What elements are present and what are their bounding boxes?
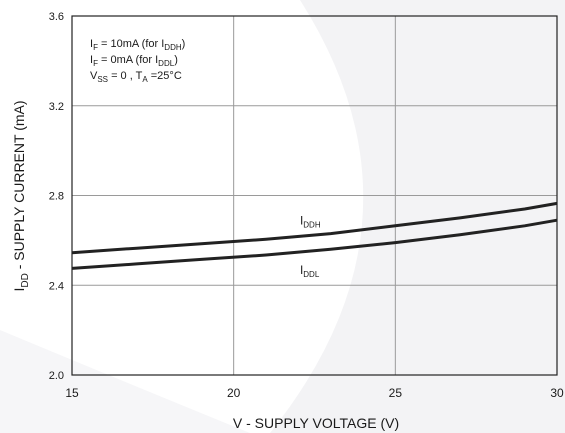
y-axis-label-rest: - SUPPLY CURRENT (mA) [11, 100, 27, 273]
series-labels: IDDH IDDL [300, 213, 321, 279]
y-tick-label: 2.0 [49, 370, 64, 382]
series-layer [71, 201, 558, 270]
y-tick-label: 3.6 [49, 11, 64, 23]
x-tick-label: 15 [65, 386, 79, 400]
x-tick-label: 25 [389, 386, 403, 400]
series-line-iddh [71, 201, 558, 255]
y-axis-label: IDD - SUPPLY CURRENT (mA) [11, 100, 31, 291]
series-label-iddh: IDDH [300, 213, 321, 229]
condition-line: IF = 0mA (for IDDL) [90, 54, 178, 68]
condition-line: IF = 10mA (for IDDH) [90, 38, 185, 52]
plot-frame [71, 15, 558, 376]
y-axis-label-main: I [11, 288, 27, 292]
y-tick-labels: 2.0 2.4 2.8 3.2 3.6 [49, 11, 64, 382]
x-tick-label: 20 [227, 386, 241, 400]
test-conditions-legend: IF = 10mA (for IDDH) IF = 0mA (for IDDL) V… [90, 38, 185, 84]
y-axis-label-sub: DD [20, 273, 31, 287]
x-tick-label: 30 [550, 386, 564, 400]
series-label-iddl: IDDL [300, 263, 320, 279]
series-line-iddl [71, 218, 558, 270]
y-tick-label: 2.4 [49, 280, 64, 292]
condition-line: VSS = 0 , TA =25°C [90, 70, 182, 84]
grid-lines [72, 16, 557, 375]
y-tick-label: 2.8 [49, 191, 64, 203]
x-tick-labels: 15 20 25 30 [65, 386, 564, 400]
x-axis-label: V - SUPPLY VOLTAGE (V) [233, 415, 399, 431]
y-tick-label: 3.2 [49, 101, 64, 113]
